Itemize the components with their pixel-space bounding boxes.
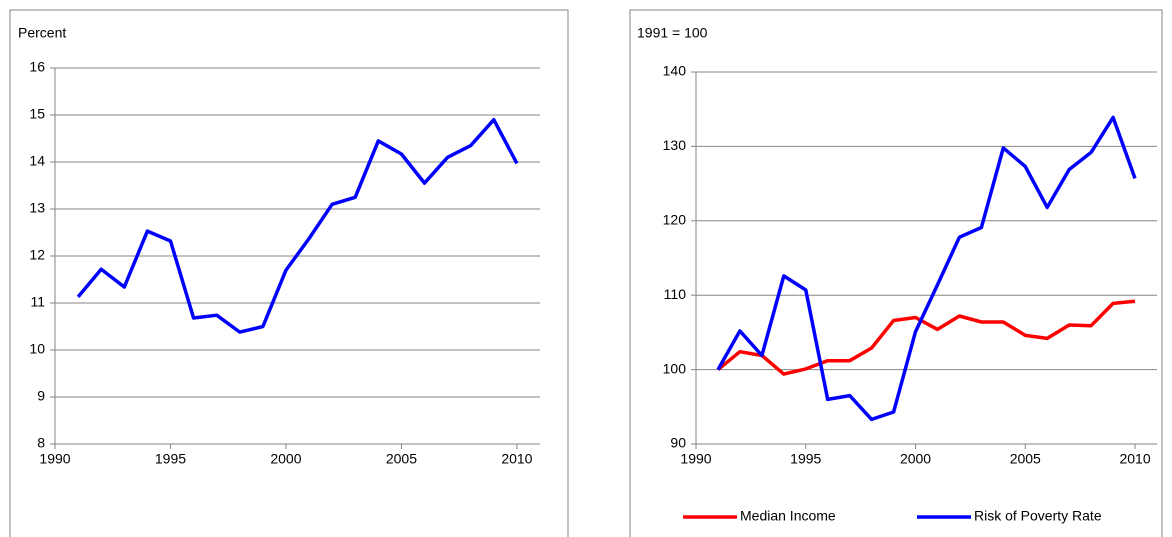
data-line	[716, 115, 1137, 422]
x-tick-label: 2000	[900, 451, 931, 467]
y-tick-label: 11	[30, 294, 45, 310]
y-tick-label: 9	[37, 388, 45, 404]
data-line	[716, 299, 1136, 376]
y-tick-label: 8	[37, 435, 45, 451]
y-tick-label: 15	[29, 106, 45, 122]
x-tick-label: 2005	[386, 451, 417, 467]
x-tick-label: 1995	[155, 451, 186, 467]
x-tick-label: 2005	[1010, 451, 1041, 467]
y-tick-label: 140	[663, 63, 687, 79]
unit-label: Percent	[18, 25, 66, 41]
x-tick-label: 1990	[39, 451, 70, 467]
panel-frame	[9, 9, 569, 537]
y-tick-label: 10	[29, 341, 45, 357]
x-tick-label: 2010	[1119, 451, 1150, 467]
y-tick-label: 120	[663, 212, 687, 228]
x-tick-label: 2010	[501, 451, 532, 467]
y-tick-label: 13	[29, 200, 45, 216]
data-line	[76, 117, 519, 334]
y-tick-label: 12	[29, 247, 45, 263]
legend-label: Median Income	[740, 508, 836, 524]
y-tick-label: 16	[29, 59, 45, 75]
y-tick-label: 100	[663, 360, 687, 376]
y-tick-label: 90	[670, 435, 686, 451]
y-tick-label: 14	[29, 153, 45, 169]
legend-label: Risk of Poverty Rate	[974, 508, 1102, 524]
y-tick-label: 130	[663, 137, 687, 153]
y-tick-label: 110	[664, 286, 687, 302]
panel-frame	[629, 9, 1163, 537]
x-tick-label: 1995	[790, 451, 821, 467]
unit-label: 1991 = 100	[637, 25, 708, 41]
x-tick-label: 2000	[270, 451, 301, 467]
x-tick-label: 1990	[680, 451, 711, 467]
